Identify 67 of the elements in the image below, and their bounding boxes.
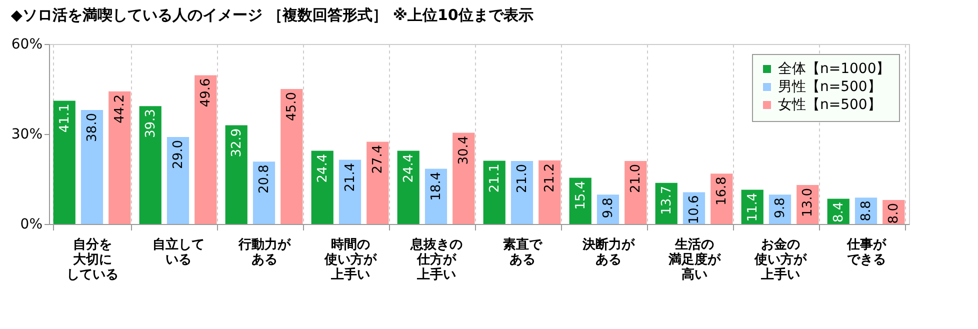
- data-label: 32.9: [229, 128, 244, 158]
- x-tick-label: 時間の使い方が上手い: [324, 238, 378, 282]
- bar: [624, 161, 647, 224]
- bar: [194, 75, 217, 224]
- bar: [80, 110, 104, 224]
- y-tick-label: 60%: [11, 36, 42, 52]
- chart-title: ◆ソロ活を満喫している人のイメージ ［複数回答形式］ ※上位10位まで表示: [10, 6, 534, 24]
- x-tick-label: 息抜きの仕方が上手い: [410, 236, 462, 282]
- bar: [311, 150, 334, 224]
- data-label: 8.0: [886, 203, 902, 224]
- data-label: 21.2: [542, 163, 558, 192]
- data-label: 39.3: [143, 109, 158, 138]
- legend-label: 男性【n=500】: [778, 79, 882, 95]
- data-label: 16.8: [714, 176, 730, 206]
- x-tick-label: 行動力がある: [238, 238, 292, 268]
- x-tick-label: お金の使い方が上手い: [754, 238, 808, 282]
- data-label: 24.4: [315, 154, 330, 183]
- x-tick-label: 自立している: [152, 236, 204, 268]
- bar: [397, 150, 420, 224]
- bar: [452, 132, 475, 224]
- bar: [338, 160, 362, 224]
- bar: [139, 106, 162, 224]
- data-label: 13.7: [659, 186, 674, 215]
- data-label: 18.4: [429, 172, 444, 201]
- bar: [53, 100, 76, 224]
- data-label: 10.6: [687, 195, 702, 224]
- data-label: 8.8: [859, 200, 874, 222]
- data-label: 15.4: [573, 180, 588, 210]
- data-label: 21.0: [515, 164, 530, 193]
- data-label: 24.4: [401, 154, 416, 183]
- data-label: 45.0: [284, 92, 300, 121]
- data-label: 13.0: [800, 188, 816, 217]
- x-tick-label: 自分を大切にしている: [66, 238, 118, 282]
- bar: [108, 91, 131, 224]
- y-tick-label: 30%: [11, 126, 42, 142]
- x-tick-label: 生活の満足度が高い: [668, 238, 722, 282]
- data-label: 21.1: [487, 164, 502, 193]
- y-tick-label: 0%: [20, 216, 42, 232]
- bar: [538, 160, 561, 224]
- data-label: 9.8: [773, 198, 788, 218]
- bar: [510, 161, 534, 224]
- data-label: 49.6: [198, 78, 214, 108]
- bar: [252, 162, 276, 224]
- x-tick-label: 決断力がある: [582, 238, 636, 268]
- data-label: 41.1: [57, 104, 72, 133]
- bar: [280, 89, 303, 224]
- data-label: 21.4: [343, 162, 358, 192]
- x-tick-label: 素直である: [503, 236, 543, 268]
- data-label: 8.4: [831, 202, 846, 222]
- data-label: 38.0: [85, 113, 100, 142]
- bar: [483, 160, 506, 224]
- data-label: 27.4: [370, 144, 386, 174]
- data-label: 30.4: [456, 136, 472, 165]
- bar: [569, 178, 592, 224]
- data-label: 9.8: [601, 198, 616, 218]
- bar: [166, 137, 190, 224]
- bar: [366, 142, 389, 224]
- legend-label: 女性【n=500】: [778, 97, 882, 113]
- data-label: 21.0: [628, 164, 644, 193]
- legend-label: 全体【n=1000】: [778, 61, 890, 77]
- bar: [424, 168, 448, 224]
- data-label: 29.0: [171, 140, 186, 169]
- data-label: 44.2: [112, 94, 128, 124]
- x-tick-label: 仕事ができる: [846, 238, 887, 268]
- data-label: 11.4: [745, 192, 760, 222]
- bar: [225, 125, 248, 224]
- data-label: 20.8: [257, 164, 272, 194]
